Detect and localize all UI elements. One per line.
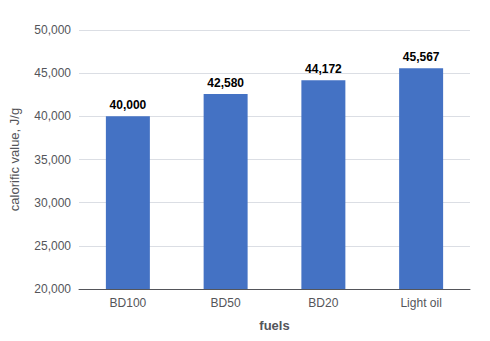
svg-text:40,000: 40,000 [110, 98, 147, 112]
svg-text:45,000: 45,000 [34, 66, 71, 80]
svg-text:30,000: 30,000 [34, 196, 71, 210]
svg-text:50,000: 50,000 [34, 23, 71, 37]
svg-text:42,580: 42,580 [207, 76, 244, 90]
svg-text:35,000: 35,000 [34, 153, 71, 167]
svg-text:BD20: BD20 [308, 296, 338, 310]
svg-text:fuels: fuels [259, 318, 289, 333]
svg-text:20,000: 20,000 [34, 282, 71, 296]
svg-text:45,567: 45,567 [403, 50, 440, 64]
svg-text:40,000: 40,000 [34, 109, 71, 123]
svg-text:BD100: BD100 [110, 296, 147, 310]
svg-text:calorific value, J/g: calorific value, J/g [7, 108, 22, 211]
svg-text:Light oil: Light oil [400, 296, 441, 310]
svg-text:44,172: 44,172 [305, 62, 342, 76]
svg-text:BD50: BD50 [211, 296, 241, 310]
svg-text:25,000: 25,000 [34, 239, 71, 253]
